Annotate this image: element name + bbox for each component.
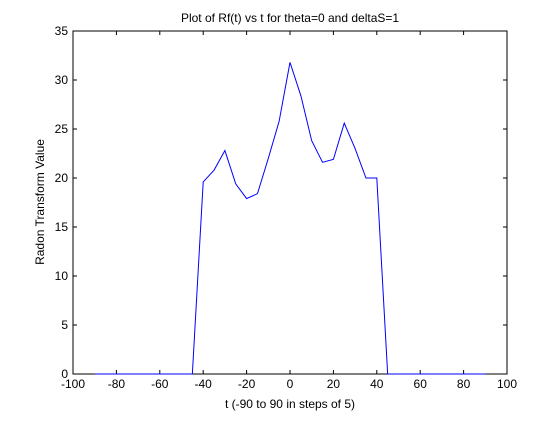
y-axis-label: Radon Transform Value [33, 139, 47, 265]
series-layer [94, 62, 486, 375]
x-tick-label: 100 [497, 377, 517, 391]
y-tick-label: 0 [61, 367, 68, 381]
chart-title: Plot of Rf(t) vs t for theta=0 and delta… [181, 11, 399, 25]
y-tick-label: 20 [55, 171, 69, 185]
y-tick-label: 5 [61, 318, 68, 332]
x-tick-label: 60 [414, 377, 428, 391]
x-axis-label: t (-90 to 90 in steps of 5) [225, 397, 355, 411]
x-tick-label: 20 [327, 377, 341, 391]
plot-area [72, 30, 508, 375]
y-tick-label: 25 [55, 122, 69, 136]
x-tick-label: 80 [457, 377, 471, 391]
x-tick-label: 40 [370, 377, 384, 391]
y-tick-label: 35 [55, 24, 69, 38]
series-line [94, 62, 486, 375]
y-tick-label: 30 [55, 73, 69, 87]
x-tick-label: -60 [151, 377, 169, 391]
y-tick-label: 15 [55, 220, 69, 234]
x-tick-label: 0 [287, 377, 294, 391]
x-tick-label: -100 [61, 377, 85, 391]
x-axis-ticks: -100 -80 -60 -40 -20 0 20 40 60 80 100 [61, 31, 517, 391]
x-tick-label: -20 [238, 377, 256, 391]
y-tick-label: 10 [55, 269, 69, 283]
y-axis-ticks: 0 5 10 15 20 25 30 35 [55, 24, 507, 381]
x-tick-label: -80 [108, 377, 126, 391]
x-tick-label: -40 [195, 377, 213, 391]
